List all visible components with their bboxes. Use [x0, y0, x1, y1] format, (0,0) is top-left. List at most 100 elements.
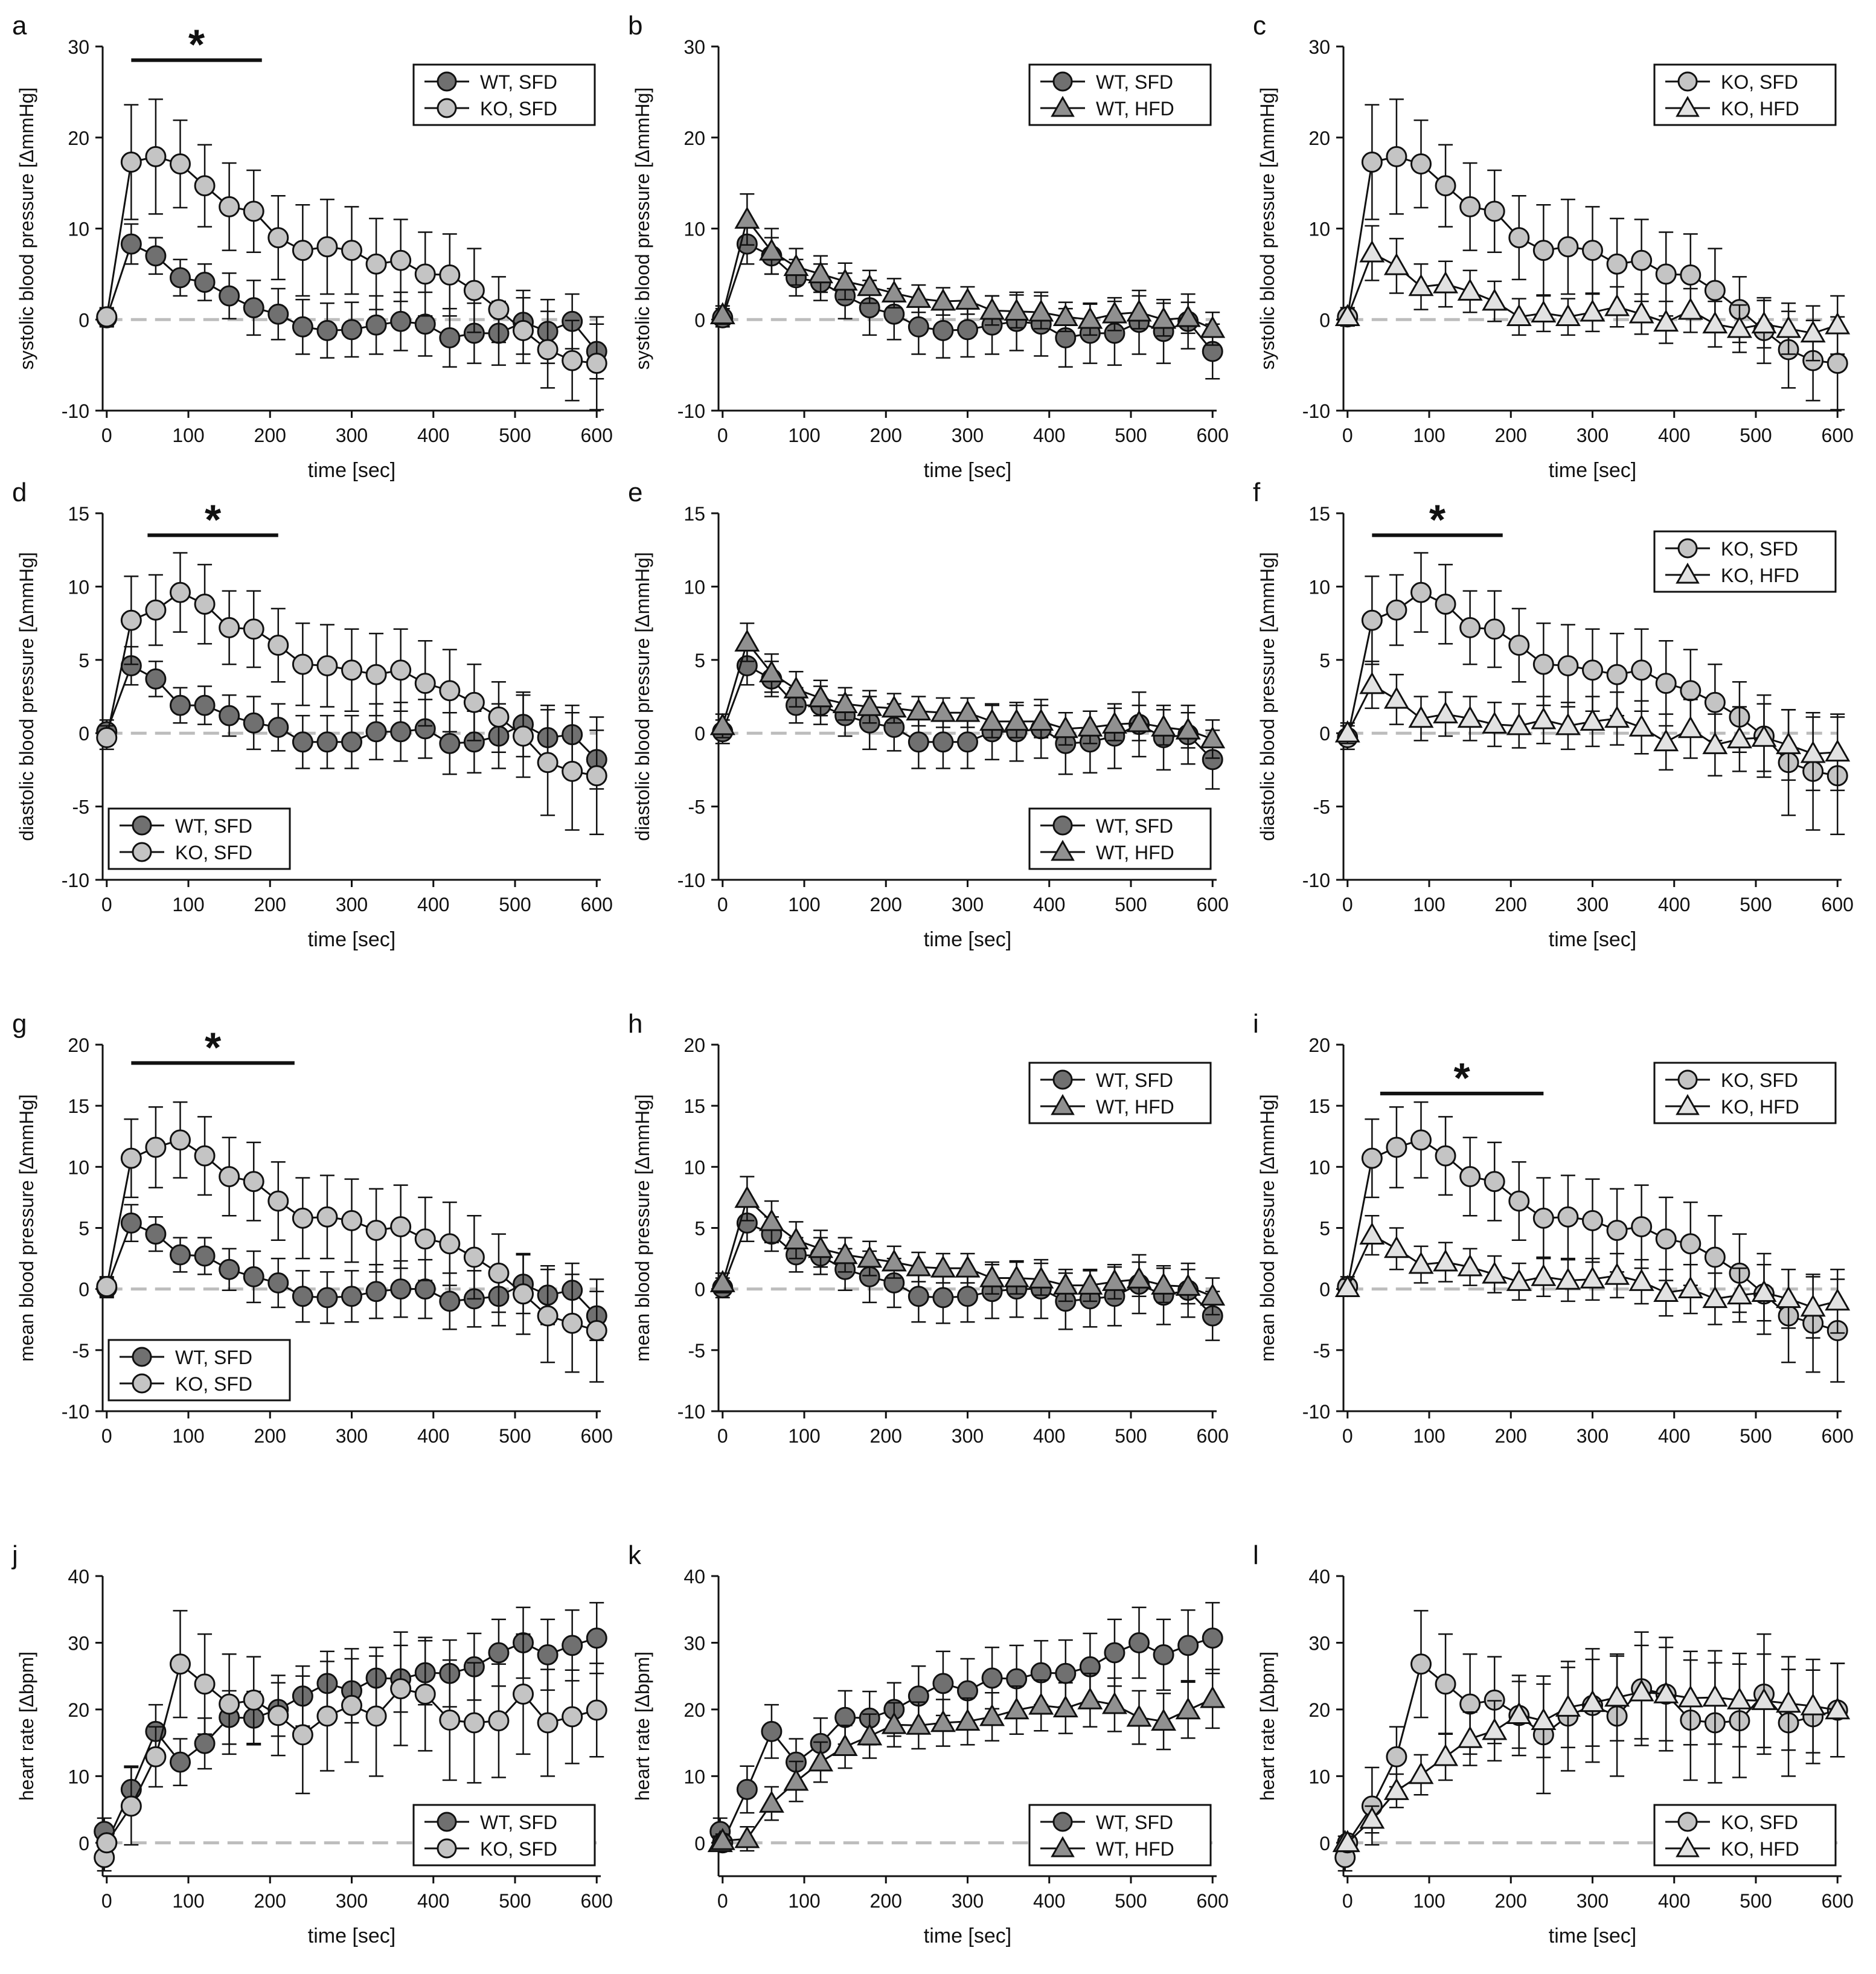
- legend-label: KO, HFD: [1721, 98, 1799, 120]
- x-tick-label: 100: [788, 1890, 820, 1912]
- data-point: [1555, 1694, 1581, 1717]
- y-axis-label: diastolic blood pressure [ΔmmHg]: [16, 552, 37, 841]
- y-tick-label: 5: [694, 650, 705, 671]
- data-point: [414, 1278, 436, 1300]
- series-wt-hfd: [707, 1668, 1226, 1853]
- y-tick-label: 0: [78, 1833, 89, 1854]
- data-point: [1055, 1662, 1077, 1684]
- data-point: [981, 1667, 1003, 1689]
- data-point: [414, 313, 436, 335]
- data-point: [1532, 1207, 1554, 1229]
- data-point: [832, 1734, 858, 1757]
- data-point: [1580, 1266, 1605, 1289]
- data-point: [1826, 353, 1848, 374]
- legend-marker: [437, 1838, 457, 1859]
- data-point: [488, 1262, 510, 1284]
- data-point: [194, 271, 216, 293]
- data-point: [1459, 617, 1481, 638]
- data-point: [145, 146, 167, 167]
- data-point: [341, 1210, 362, 1231]
- data-point: [1408, 705, 1434, 728]
- data-point: [955, 287, 981, 310]
- data-point: [194, 694, 216, 716]
- x-tick-label: 200: [870, 894, 902, 915]
- data-point: [1606, 664, 1628, 685]
- x-tick-label: 300: [1577, 425, 1609, 446]
- data-point: [120, 609, 142, 631]
- data-point: [439, 732, 461, 754]
- data-point: [562, 1635, 583, 1656]
- x-axis-label: time [sec]: [308, 928, 395, 951]
- data-point: [439, 1290, 461, 1312]
- x-tick-label: 100: [788, 894, 820, 915]
- data-point: [1126, 1704, 1152, 1727]
- data-point: [1532, 653, 1554, 675]
- data-point: [761, 1720, 783, 1742]
- y-tick-label: 20: [1308, 1699, 1330, 1721]
- data-point: [1200, 1283, 1226, 1306]
- panel-h-letter: h: [628, 1009, 642, 1039]
- data-point: [1726, 726, 1752, 749]
- series-line: [1345, 1691, 1838, 1844]
- legend-marker: [1677, 71, 1698, 92]
- data-point: [1631, 249, 1653, 271]
- data-point: [1052, 1695, 1078, 1717]
- data-point: [1386, 1136, 1407, 1158]
- series-ko-hfd: [1332, 1644, 1851, 1853]
- data-point: [734, 1185, 760, 1208]
- data-point: [1383, 1235, 1409, 1258]
- legend: KO, SFD KO, HFD: [1653, 1804, 1837, 1867]
- y-tick-label: 30: [1308, 36, 1330, 58]
- data-point: [957, 1286, 978, 1307]
- x-tick-label: 200: [1495, 1890, 1527, 1912]
- x-tick-label: 300: [336, 425, 368, 446]
- data-point: [1052, 1272, 1078, 1295]
- data-point: [243, 618, 264, 640]
- series-ko-sfd: [94, 1610, 607, 1872]
- data-point: [267, 635, 289, 656]
- x-tick-label: 200: [870, 1425, 902, 1447]
- data-point: [709, 1270, 735, 1292]
- data-point: [488, 299, 510, 321]
- x-tick-label: 100: [172, 1425, 204, 1447]
- panel-k-letter: k: [628, 1540, 642, 1570]
- series-line: [103, 1662, 597, 1858]
- y-tick-label: 0: [78, 1279, 89, 1301]
- data-point: [1628, 301, 1654, 324]
- x-tick-label: 600: [1197, 425, 1229, 446]
- data-point: [1126, 710, 1152, 732]
- x-tick-label: 400: [1658, 425, 1690, 446]
- data-point: [390, 1216, 412, 1237]
- data-point: [169, 582, 191, 603]
- data-point: [439, 327, 461, 348]
- data-point: [1677, 1685, 1703, 1708]
- data-point: [488, 1710, 510, 1732]
- data-point: [1359, 240, 1385, 263]
- data-point: [537, 1644, 559, 1665]
- data-point: [243, 297, 264, 319]
- data-point: [365, 721, 387, 743]
- data-point: [734, 629, 760, 652]
- data-point: [267, 1190, 289, 1212]
- data-point: [292, 240, 313, 261]
- y-axis-label: heart rate [Δbpm]: [16, 1652, 37, 1801]
- legend-label: WT, HFD: [1096, 1096, 1174, 1118]
- x-axis-label: time [sec]: [1549, 459, 1636, 482]
- data-point: [1386, 146, 1407, 167]
- y-tick-label: 20: [68, 127, 89, 149]
- data-point: [1726, 315, 1752, 338]
- data-point: [1334, 1830, 1360, 1853]
- data-point: [341, 319, 362, 341]
- series-line: [103, 1637, 597, 1846]
- data-point: [219, 285, 240, 307]
- y-tick-label: 10: [1308, 1156, 1330, 1178]
- x-tick-label: 600: [1822, 1425, 1854, 1447]
- x-tick-label: 500: [1115, 894, 1147, 915]
- data-point: [1655, 1228, 1677, 1250]
- data-point: [365, 253, 387, 275]
- data-point: [1004, 1697, 1029, 1720]
- data-point: [1435, 175, 1456, 197]
- legend-label: WT, SFD: [480, 71, 557, 93]
